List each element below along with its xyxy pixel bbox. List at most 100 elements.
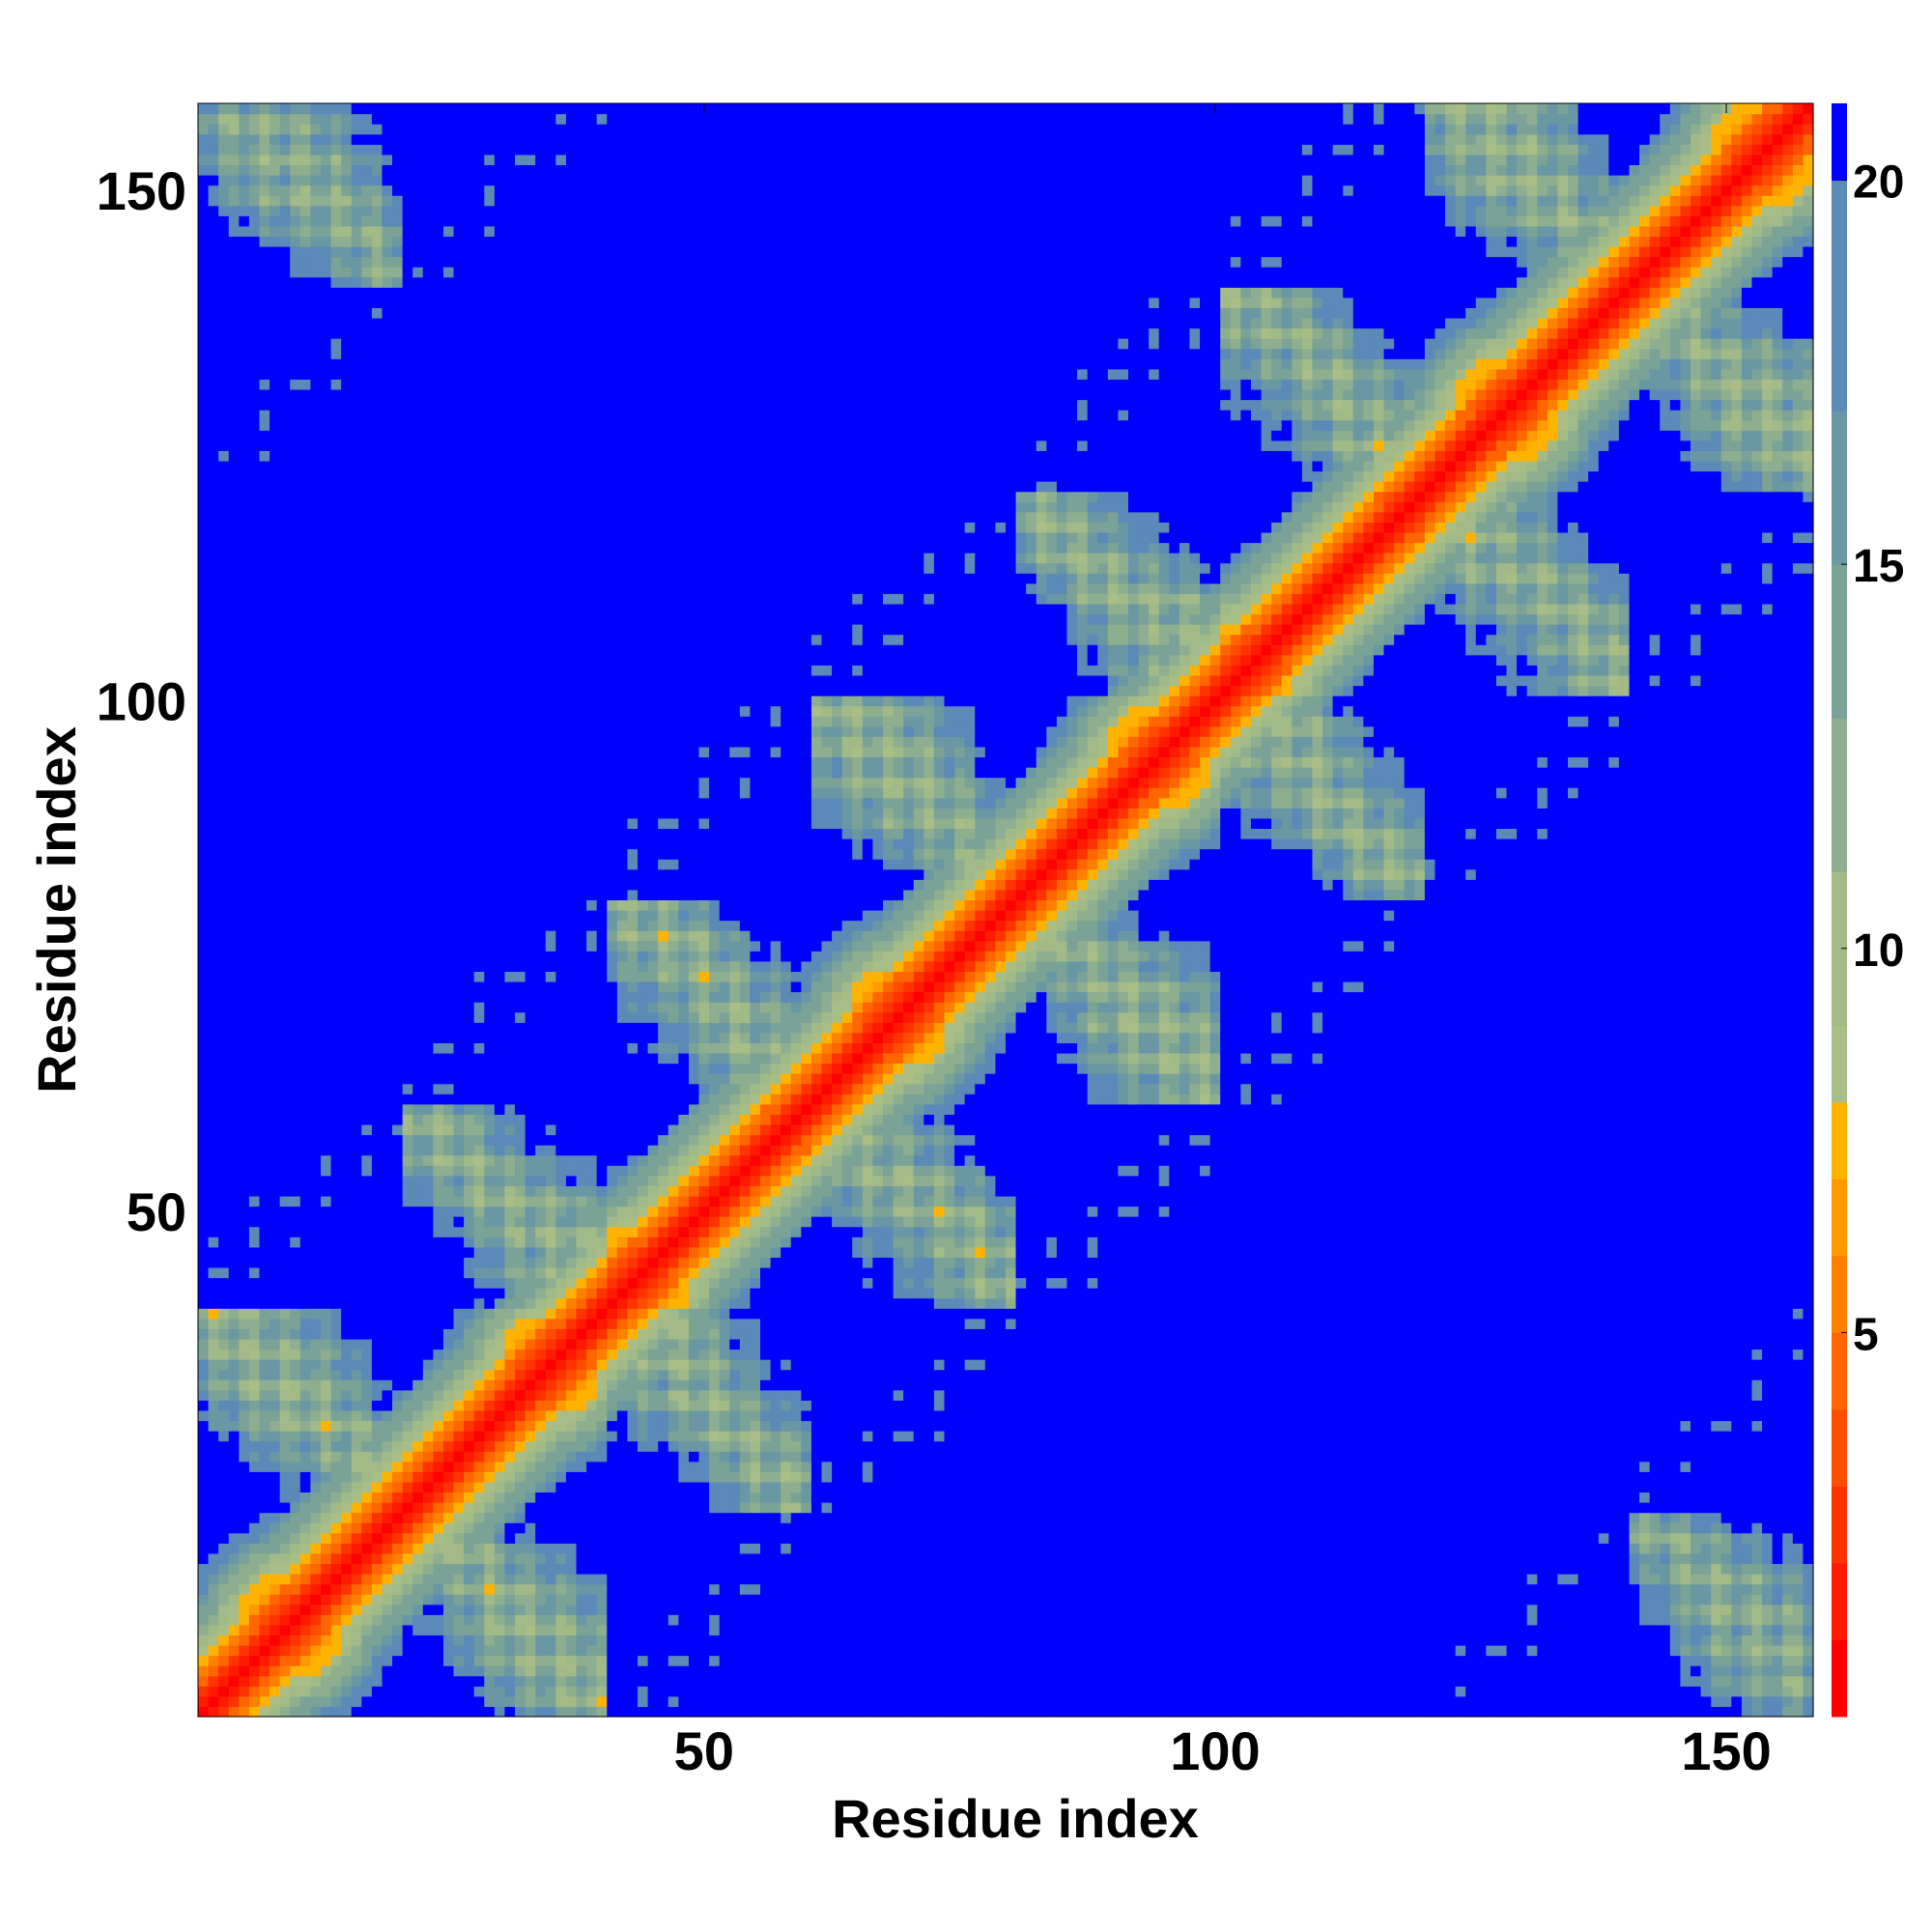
heatmap-cell — [198, 379, 210, 390]
heatmap-cell — [402, 1492, 413, 1503]
heatmap-cell — [351, 603, 362, 615]
heatmap-cell — [270, 725, 281, 737]
heatmap-cell — [239, 1308, 250, 1320]
heatmap-cell — [228, 297, 240, 308]
heatmap-cell — [433, 368, 444, 380]
heatmap-cell — [484, 960, 496, 973]
heatmap-cell — [310, 236, 322, 247]
heatmap-cell — [290, 103, 301, 115]
heatmap-cell — [208, 1552, 219, 1565]
heatmap-cell — [259, 603, 270, 615]
heatmap-cell — [270, 1134, 281, 1146]
heatmap-cell — [279, 348, 291, 359]
heatmap-cell — [412, 879, 424, 891]
heatmap-cell — [341, 767, 353, 779]
heatmap-cell — [433, 1236, 444, 1248]
heatmap-cell — [442, 144, 455, 156]
heatmap-cell — [473, 1665, 485, 1677]
heatmap-cell — [504, 522, 516, 533]
heatmap-cell — [320, 1624, 332, 1636]
heatmap-cell — [259, 696, 270, 707]
heatmap-cell — [259, 828, 270, 839]
heatmap-cell — [299, 787, 311, 799]
heatmap-cell — [402, 1369, 413, 1380]
heatmap-cell — [392, 725, 404, 737]
heatmap-cell — [453, 1185, 465, 1197]
heatmap-cell — [248, 767, 261, 779]
heatmap-cell — [299, 1022, 311, 1034]
heatmap-cell — [442, 696, 455, 707]
heatmap-cell — [290, 634, 301, 645]
heatmap-cell — [218, 450, 230, 462]
heatmap-cell — [239, 338, 250, 350]
heatmap-cell — [371, 797, 384, 809]
heatmap-cell — [290, 736, 301, 748]
heatmap-cell — [433, 1389, 444, 1401]
heatmap-cell — [361, 1440, 373, 1452]
heatmap-cell — [402, 1246, 413, 1258]
heatmap-cell — [371, 1328, 384, 1340]
heatmap-cell — [412, 756, 424, 768]
heatmap-cell — [218, 817, 230, 830]
heatmap-cell — [442, 491, 455, 502]
heatmap-cell — [464, 603, 475, 615]
heatmap-cell — [412, 1063, 424, 1074]
heatmap-cell — [259, 1042, 270, 1054]
heatmap-cell — [239, 287, 250, 298]
heatmap-cell — [330, 644, 342, 656]
heatmap-cell — [464, 980, 475, 993]
heatmap-cell — [412, 573, 424, 584]
heatmap-cell — [392, 930, 404, 942]
heatmap-cell — [239, 1563, 250, 1575]
heatmap-cell — [208, 1440, 219, 1452]
heatmap-cell — [208, 1063, 219, 1074]
heatmap-cell — [473, 1451, 485, 1463]
heatmap-cell — [464, 705, 475, 717]
heatmap-cell — [290, 573, 301, 584]
heatmap-cell — [453, 634, 465, 645]
heatmap-cell — [464, 144, 475, 156]
heatmap-cell — [515, 920, 526, 931]
heatmap-cell — [412, 685, 424, 696]
heatmap-cell — [442, 1042, 455, 1054]
heatmap-cell — [320, 1655, 332, 1666]
heatmap-cell — [484, 787, 496, 799]
heatmap-cell — [515, 1318, 526, 1329]
heatmap-cell — [422, 1634, 434, 1646]
heatmap-cell — [259, 1574, 270, 1585]
heatmap-cell — [239, 991, 250, 1003]
heatmap-cell — [248, 960, 261, 973]
heatmap-cell — [218, 1349, 230, 1360]
heatmap-cell — [382, 1471, 393, 1483]
heatmap-cell — [371, 124, 384, 135]
heatmap-cell — [279, 828, 291, 839]
heatmap-cell — [310, 307, 322, 319]
heatmap-cell — [422, 1216, 434, 1228]
heatmap-cell — [330, 1645, 342, 1657]
heatmap-cell — [228, 1052, 240, 1065]
heatmap-cell — [228, 848, 240, 860]
heatmap-cell — [412, 1175, 424, 1186]
heatmap-cell — [270, 1073, 281, 1085]
heatmap-cell — [290, 245, 301, 258]
heatmap-cell — [330, 1502, 342, 1514]
heatmap-cell — [351, 245, 362, 258]
heatmap-cell — [198, 185, 210, 196]
heatmap-cell — [473, 358, 485, 370]
heatmap-cell — [218, 1624, 230, 1636]
heatmap-cell — [351, 1246, 362, 1258]
heatmap-cell — [351, 410, 362, 421]
heatmap-cell — [504, 124, 516, 135]
heatmap-cell — [361, 1266, 373, 1279]
heatmap-cell — [299, 736, 311, 748]
heatmap-cell — [218, 613, 230, 625]
heatmap-cell — [228, 1675, 240, 1687]
heatmap-cell — [320, 920, 332, 931]
heatmap-cell — [392, 1379, 404, 1391]
heatmap-cell — [422, 1471, 434, 1483]
heatmap-cell — [208, 1695, 219, 1708]
heatmap-cell — [218, 245, 230, 258]
heatmap-cell — [484, 327, 496, 339]
heatmap-cell — [473, 1552, 485, 1565]
heatmap-cell — [473, 164, 485, 176]
